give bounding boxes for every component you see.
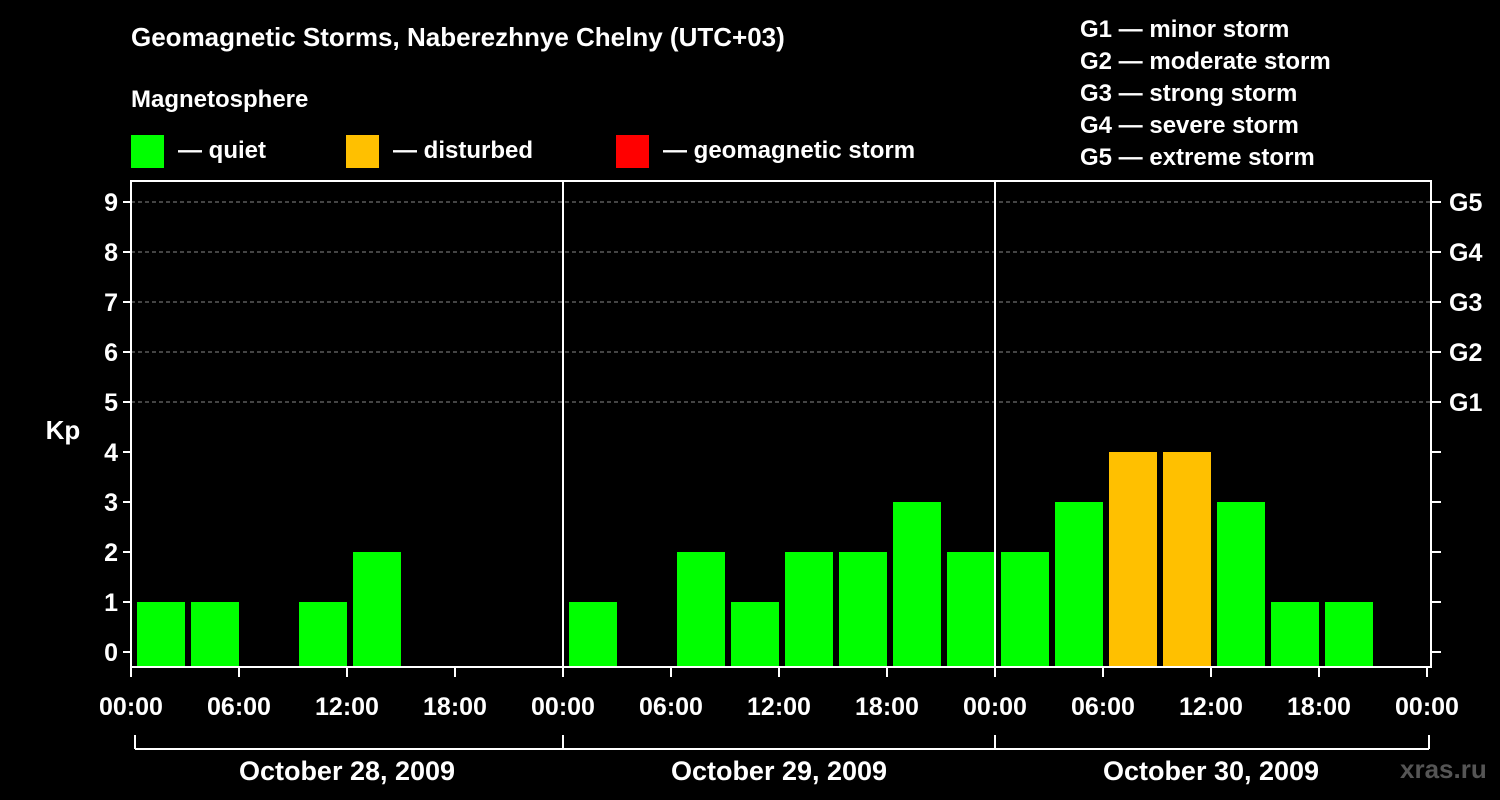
y-tick-label: 1	[104, 589, 118, 617]
y-tick-label: 5	[104, 389, 118, 417]
kp-bar	[785, 552, 833, 667]
g-scale-item-g1: G1 — minor storm	[1080, 16, 1290, 43]
kp-bar	[677, 552, 725, 667]
plot-frame	[130, 180, 1432, 668]
x-tick-label: 12:00	[747, 693, 811, 721]
kp-bar	[1001, 552, 1049, 667]
y-axis-label: Kp	[46, 415, 81, 445]
kp-bar	[1325, 602, 1373, 667]
watermark: xras.ru	[1400, 754, 1487, 784]
legend-item-quiet: — quiet	[131, 134, 266, 168]
g-level-label: G4	[1449, 239, 1482, 267]
y-tick-label: 2	[104, 539, 118, 567]
g-scale-legend: G1 — minor storm G2 — moderate storm G3 …	[1080, 14, 1331, 174]
kp-bar	[353, 552, 401, 667]
g-scale-item-g5: G5 — extreme storm	[1080, 144, 1315, 171]
g-scale-item-g4: G4 — severe storm	[1080, 112, 1299, 139]
kp-bar	[947, 552, 995, 667]
y-tick-label: 6	[104, 339, 118, 367]
g-level-label: G3	[1449, 289, 1482, 317]
x-tick-label: 18:00	[855, 693, 919, 721]
kp-bar	[1271, 602, 1319, 667]
legend-label-storm: — geomagnetic storm	[663, 137, 916, 164]
kp-bar	[839, 552, 887, 667]
x-tick-label: 18:00	[1287, 693, 1351, 721]
y-tick-label: 8	[104, 239, 118, 267]
legend-swatch-storm	[616, 134, 649, 168]
y-tick-label: 9	[104, 189, 118, 217]
day-label: October 29, 2009	[671, 756, 887, 786]
kp-bar	[1217, 502, 1265, 667]
x-tick-label: 00:00	[531, 693, 595, 721]
day-label: October 30, 2009	[1103, 756, 1319, 786]
kp-bar	[299, 602, 347, 667]
y-tick-label: 0	[104, 639, 118, 667]
g-level-label: G1	[1449, 389, 1482, 417]
g-scale-item-g2: G2 — moderate storm	[1080, 48, 1331, 75]
y-tick-label: 3	[104, 489, 118, 517]
x-tick-label: 00:00	[963, 693, 1027, 721]
kp-bar	[137, 602, 185, 667]
g-level-label: G2	[1449, 339, 1482, 367]
legend-title: Magnetosphere	[131, 86, 309, 113]
y-tick-label: 7	[104, 289, 118, 317]
kp-bar	[1055, 502, 1103, 667]
legend-label-disturbed: — disturbed	[393, 137, 534, 164]
kp-bar	[1109, 452, 1157, 667]
x-tick-label: 18:00	[423, 693, 487, 721]
x-tick-label: 12:00	[315, 693, 379, 721]
x-tick-label: 06:00	[207, 693, 271, 721]
g-level-label: G5	[1449, 189, 1482, 217]
chart-title: Geomagnetic Storms, Naberezhnye Chelny (…	[131, 22, 785, 52]
kp-bar	[1163, 452, 1211, 667]
g-scale-item-g3: G3 — strong storm	[1080, 80, 1298, 107]
kp-bar	[893, 502, 941, 667]
legend-swatch-quiet	[131, 134, 164, 168]
legend-item-disturbed: — disturbed	[346, 134, 533, 168]
legend-label-quiet: — quiet	[178, 137, 266, 164]
day-label: October 28, 2009	[239, 756, 455, 786]
x-tick-label: 06:00	[1071, 693, 1135, 721]
x-tick-label: 00:00	[1395, 693, 1459, 721]
legend-item-storm: — geomagnetic storm	[616, 134, 915, 168]
y-tick-label: 4	[104, 439, 118, 467]
kp-bar	[569, 602, 617, 667]
x-tick-label: 12:00	[1179, 693, 1243, 721]
x-tick-label: 00:00	[99, 693, 163, 721]
kp-bar	[731, 602, 779, 667]
legend-swatch-disturbed	[346, 134, 379, 168]
kp-bar	[191, 602, 239, 667]
x-tick-label: 06:00	[639, 693, 703, 721]
